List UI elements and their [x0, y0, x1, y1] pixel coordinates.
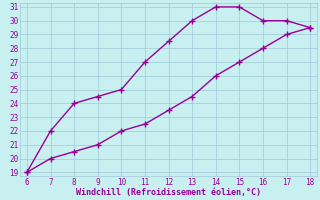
- X-axis label: Windchill (Refroidissement éolien,°C): Windchill (Refroidissement éolien,°C): [76, 188, 261, 197]
